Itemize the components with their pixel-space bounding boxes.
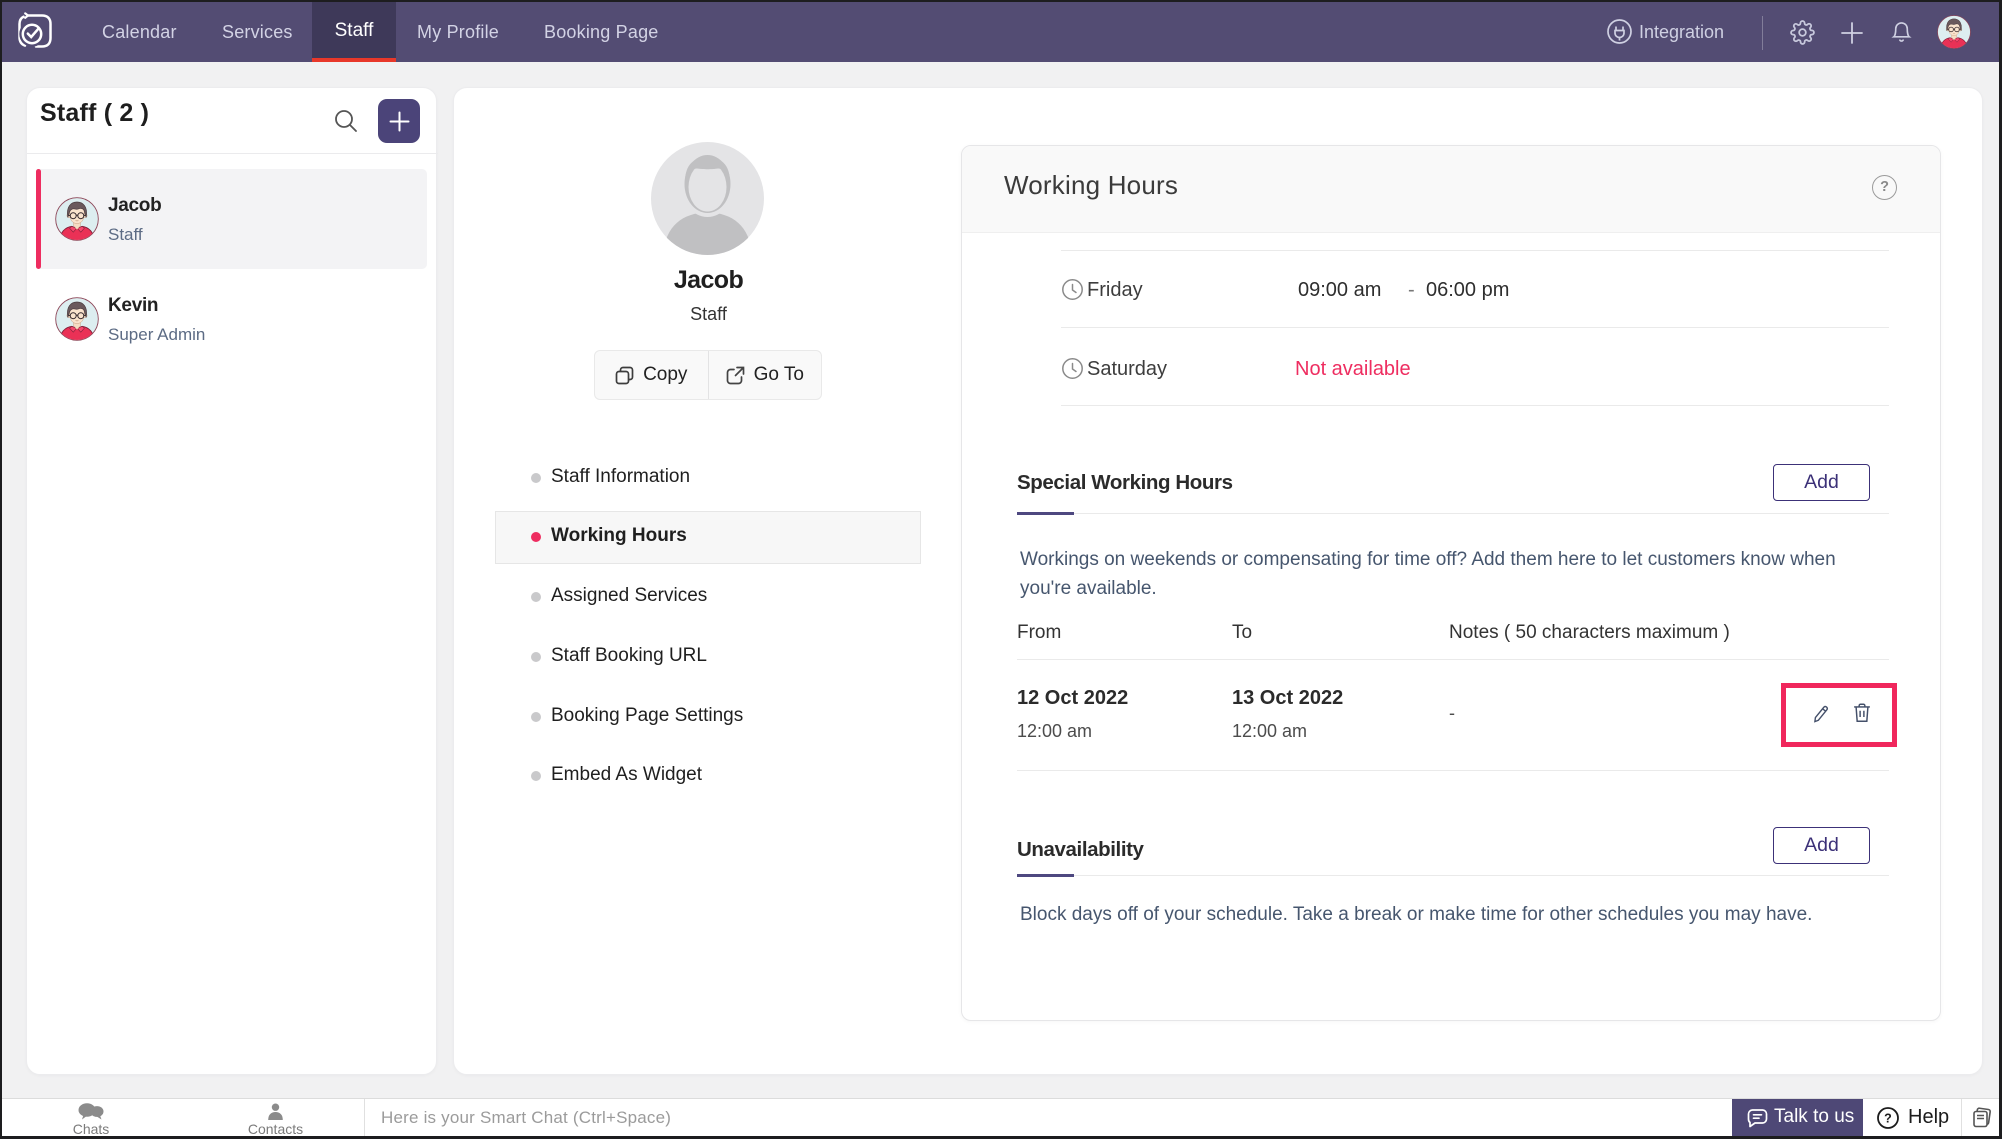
svg-text:?: ? [1884, 1112, 1892, 1126]
